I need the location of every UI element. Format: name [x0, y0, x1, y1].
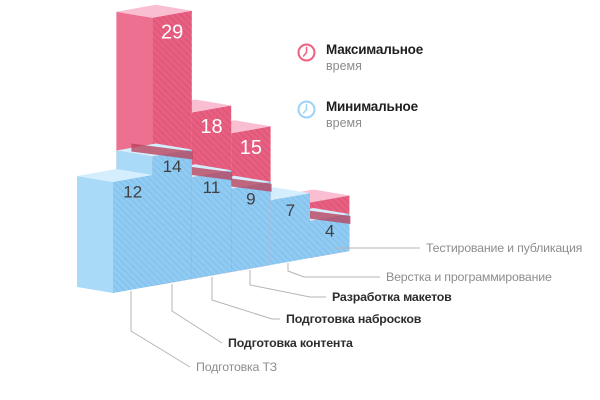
stage-label-4: Разработка макетов [332, 290, 452, 304]
bar-value-max-2: 29 [161, 21, 183, 43]
stage-label-2: Подготовка контента [228, 336, 353, 350]
leader-line-1 [130, 291, 191, 368]
stage-label-6: Тестирование и публикация [426, 241, 582, 255]
leader-line-4 [249, 270, 326, 298]
legend-item-max: Максимальное время [297, 42, 423, 73]
min-bar-top-face [77, 169, 153, 182]
max-min-shadow-band [131, 143, 193, 160]
leader-line-2 [171, 284, 223, 344]
min-bar-side-face [77, 176, 113, 293]
bar-value-min-4: 9 [246, 189, 255, 208]
min-bar-hatch [310, 214, 350, 258]
legend-min-subtitle: время [326, 116, 362, 130]
leader-line-5 [287, 263, 380, 278]
column-1 [77, 169, 153, 293]
legend-max-title: Максимальное [326, 42, 424, 57]
bar-value-min-1: 12 [123, 183, 142, 202]
bar-value-min-6: 4 [325, 222, 334, 241]
legend-item-min: Минимальное время [297, 99, 418, 130]
stage-label-5: Верстка и программирование [386, 270, 552, 284]
bar-value-max-4: 15 [240, 137, 262, 159]
min-bar-hatch [270, 193, 310, 265]
stage-label-3: Подготовка набросков [286, 312, 422, 326]
min-bar-hatch [231, 181, 271, 272]
leader-line-3 [211, 277, 280, 320]
bar-value-max-3: 18 [200, 116, 222, 138]
legend-max-subtitle: время [326, 59, 362, 73]
min-bar-hatch [113, 175, 153, 293]
bar-value-min-5: 7 [286, 201, 295, 220]
min-bar-hatch [191, 170, 232, 279]
max-bar-top-face [116, 4, 192, 18]
stage-label-1: Подготовка ТЗ [196, 360, 277, 374]
clock-icon-min [297, 100, 316, 119]
bar-value-min-2: 14 [163, 157, 182, 176]
clock-icon-max [297, 43, 316, 62]
legend-min-title: Минимальное [326, 99, 418, 114]
bar-value-min-3: 11 [203, 178, 221, 197]
min-bar-hatch [152, 149, 192, 286]
